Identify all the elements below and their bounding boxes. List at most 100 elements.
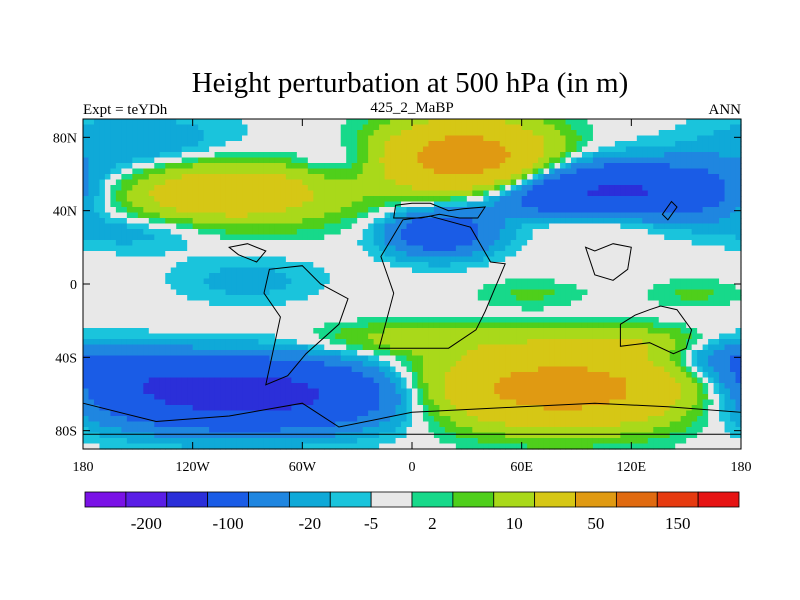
heatmap-cell [620,322,627,329]
heatmap-cell [296,130,303,137]
heatmap-cell [560,212,567,219]
heatmap-cell [581,229,589,236]
heatmap-cell [686,174,693,181]
heatmap-cell [83,185,90,192]
heatmap-cell [587,251,594,258]
heatmap-cell [137,328,144,335]
heatmap-cell [263,240,271,247]
heatmap-cell [565,262,572,269]
heatmap-cell [384,185,391,192]
heatmap-cell [499,130,506,137]
heatmap-cell [625,141,632,148]
heatmap-cell [598,119,605,126]
heatmap-cell [466,119,473,126]
heatmap-cell [576,190,583,197]
heatmap-cell [110,273,117,280]
heatmap-cell [148,289,155,296]
heatmap-cell [636,163,643,170]
heatmap-cell [121,130,128,137]
heatmap-cell [132,262,139,269]
heatmap-cell [154,251,161,258]
heatmap-cell [187,179,194,186]
heatmap-cell [384,174,391,181]
heatmap-cell [422,152,430,159]
heatmap-cell [735,311,742,318]
heatmap-cell [329,135,336,142]
heatmap-cell [285,245,292,252]
heatmap-cell [324,146,331,153]
heatmap-cell [406,328,413,335]
heatmap-cell [609,168,616,175]
heatmap-cell [209,240,216,247]
heatmap-cell [675,278,682,285]
heatmap-cell [598,146,605,153]
heatmap-cell [516,234,523,241]
heatmap-cell [104,207,112,214]
heatmap-cell [159,135,166,142]
heatmap-cell [658,152,665,159]
heatmap-cell [401,119,408,126]
heatmap-cell [702,174,709,181]
heatmap-cell [99,322,106,329]
heatmap-cell [603,284,610,291]
heatmap-cell [422,234,430,241]
heatmap-cell [368,135,375,142]
heatmap-cell [647,157,654,164]
heatmap-cell [510,190,517,197]
heatmap-cell [483,119,490,126]
heatmap-cell [680,179,687,186]
heatmap-cell [609,218,616,225]
heatmap-cell [296,185,303,192]
heatmap-cell [368,311,375,318]
heatmap-cell [675,339,682,346]
heatmap-cell [642,234,649,241]
heatmap-cell [176,141,183,148]
heatmap-cell [719,273,726,280]
heatmap-cell [165,174,172,181]
heatmap-cell [592,240,600,247]
heatmap-cell [669,157,676,164]
heatmap-cell [357,317,364,324]
heatmap-cell [554,179,561,186]
heatmap-cell [307,130,314,137]
heatmap-cell [346,289,353,296]
heatmap-cell [192,311,199,318]
heatmap-cell [324,190,331,197]
heatmap-cell [455,317,462,324]
heatmap-cell [351,273,358,280]
heatmap-cell [439,201,446,208]
heatmap-cell [653,322,660,329]
heatmap-cell [302,201,309,208]
heatmap-cell [406,262,413,269]
heatmap-cell [543,141,550,148]
heatmap-cell [571,284,578,291]
heatmap-cell [187,273,194,280]
heatmap-cell [329,251,336,258]
heatmap-cell [571,339,578,346]
heatmap-cell [614,201,621,208]
heatmap-cell [291,317,298,324]
heatmap-cell [483,218,490,225]
heatmap-cell [291,311,298,318]
heatmap-cell [263,322,271,329]
heatmap-cell [318,333,325,340]
heatmap-cell [203,157,210,164]
heatmap-cell [505,289,512,296]
heatmap-cell [647,212,654,219]
heatmap-cell [549,256,556,263]
heatmap-cell [368,317,375,324]
heatmap-cell [625,207,632,214]
heatmap-cell [198,201,205,208]
heatmap-cell [428,278,435,285]
heatmap-cell [395,119,402,126]
heatmap-cell [236,185,243,192]
heatmap-cell [422,284,430,291]
heatmap-cell [225,190,232,197]
heatmap-cell [620,256,627,263]
heatmap-cell [697,245,704,252]
heatmap-cell [313,146,320,153]
heatmap-cell [220,256,227,263]
heatmap-cell [302,212,309,219]
heatmap-cell [433,119,441,126]
heatmap-cell [686,339,693,346]
